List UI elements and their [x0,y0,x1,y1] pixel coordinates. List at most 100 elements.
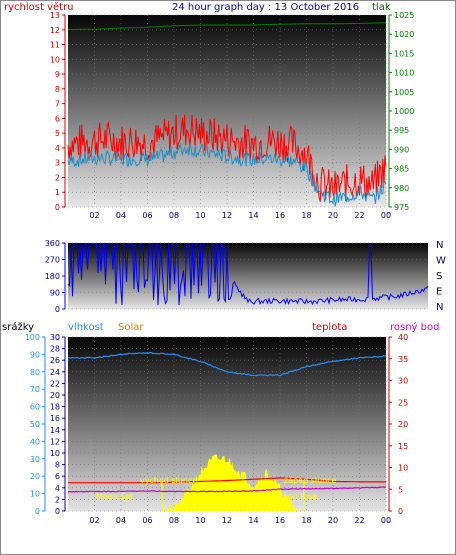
chart3-grid [68,336,387,512]
graph-title: 24 hour graph day : 13 October 2016 [172,2,359,13]
chart-wind-pressure: 0123456789101112139759809859909951000100… [50,11,415,220]
wind-speed-label: rychlost větru [4,1,74,13]
rain-tick-label: 60 [30,403,40,412]
hour-tick-label: 18 [301,211,311,220]
pressure-tick-label: 1020 [394,30,414,39]
humidity-tick-label: 26 [50,356,60,365]
wind-tick-label: 0 [55,203,60,212]
hour-tick-label: 14 [248,516,258,525]
hour-tick-label: 18 [301,516,311,525]
compass-label: W [436,256,446,267]
humidity-tick-label: 4 [55,484,60,493]
humidity-tick-label: 18 [50,403,60,412]
temperature-tick-label: 40 [398,333,408,342]
humidity-tick-label: 0 [55,507,60,516]
humidity-label: vlhkost [68,322,104,333]
pressure-tick-label: 1015 [394,49,414,58]
temperature-tick-label: 10 [398,464,408,473]
moonrise-annotation: Moon Rise [276,492,317,501]
humidity-tick-label: 24 [50,368,60,377]
chart1-series [67,22,387,207]
compass-label: S [436,271,442,282]
humidity-tick-label: 8 [55,461,60,470]
direction-tick-label: 360 [45,239,60,248]
direction-tick-label: 90 [50,289,60,298]
wind-tick-label: 7 [55,100,60,109]
wind-tick-label: 2 [55,173,60,182]
wind-tick-label: 4 [55,144,60,153]
sunset-annotation: západ slunce [284,476,337,485]
chart-climate: 0102030405060708090100024681012141618202… [25,333,408,525]
pressure-line [67,22,387,31]
humidity-tick-label: 30 [50,333,60,342]
hour-tick-label: 06 [142,516,152,525]
humidity-line [67,351,387,377]
chart2-series [67,243,429,306]
chart1-axes: 0123456789101112139759809859909951000100… [50,11,415,220]
temperature-tick-label: 5 [398,485,403,494]
rain-tick-label: 50 [30,420,40,429]
hour-tick-label: 16 [275,516,285,525]
temperature-tick-label: 15 [398,442,408,451]
hour-tick-label: 02 [89,211,99,220]
pressure-tick-label: 1005 [394,88,414,97]
rain-tick-label: 30 [30,455,40,464]
hour-tick-label: 14 [248,211,258,220]
wind-tick-label: 1 [55,188,60,197]
pressure-tick-label: 1010 [394,69,414,78]
temperature-line [68,477,386,484]
humidity-tick-label: 14 [50,426,60,435]
hour-tick-label: 12 [222,516,232,525]
hour-tick-label: 02 [89,516,99,525]
solar-area [160,454,300,511]
chart1-grid [68,14,387,208]
rain-tick-label: 20 [30,472,40,481]
rain-tick-label: 40 [30,437,40,446]
compass-label: E [436,287,442,298]
hour-tick-label: 20 [328,516,338,525]
hour-tick-label: 04 [116,211,126,220]
temperature-tick-label: 20 [398,420,408,429]
pressure-tick-label: 1000 [394,107,414,116]
humidity-tick-label: 28 [50,345,60,354]
direction-tick-label: 270 [45,256,60,265]
humidity-tick-label: 6 [55,472,60,481]
hour-tick-label: 10 [195,516,205,525]
wind-tick-label: 5 [55,129,60,138]
humidity-tick-label: 22 [50,379,60,388]
pressure-tick-label: 975 [394,203,409,212]
hour-tick-label: 08 [169,516,179,525]
humidity-tick-label: 16 [50,414,60,423]
rain-tick-label: 0 [35,507,40,516]
hour-tick-label: 10 [195,211,205,220]
hour-tick-label: 04 [116,516,126,525]
pressure-tick-label: 980 [394,184,409,193]
rain-tick-label: 100 [25,333,40,342]
pressure-tick-label: 1025 [394,11,414,20]
wind-tick-label: 11 [50,41,60,50]
direction-tick-label: 0 [55,305,60,314]
hour-tick-label: 22 [354,516,364,525]
humidity-tick-label: 10 [50,449,60,458]
pressure-tick-label: 990 [394,145,409,154]
temperature-label: teplota [312,322,347,333]
rain-tick-label: 90 [30,350,40,359]
rain-label: srážky [2,321,34,333]
dewpoint-line [67,486,386,493]
chart3-series [67,351,387,511]
rain-tick-label: 80 [30,368,40,377]
humidity-tick-label: 2 [55,495,60,504]
hour-tick-label: 06 [142,211,152,220]
pressure-tick-label: 995 [394,126,409,135]
hour-tick-label: 08 [169,211,179,220]
temperature-tick-label: 35 [398,355,408,364]
humidity-tick-label: 12 [50,437,60,446]
wind-direction-line [67,243,429,306]
pressure-label: tlak [372,2,391,13]
compass-label: N [436,240,443,251]
rain-tick-label: 70 [30,385,40,394]
humidity-tick-label: 20 [50,391,60,400]
wind-tick-label: 13 [50,11,60,20]
direction-tick-label: 180 [45,272,60,281]
